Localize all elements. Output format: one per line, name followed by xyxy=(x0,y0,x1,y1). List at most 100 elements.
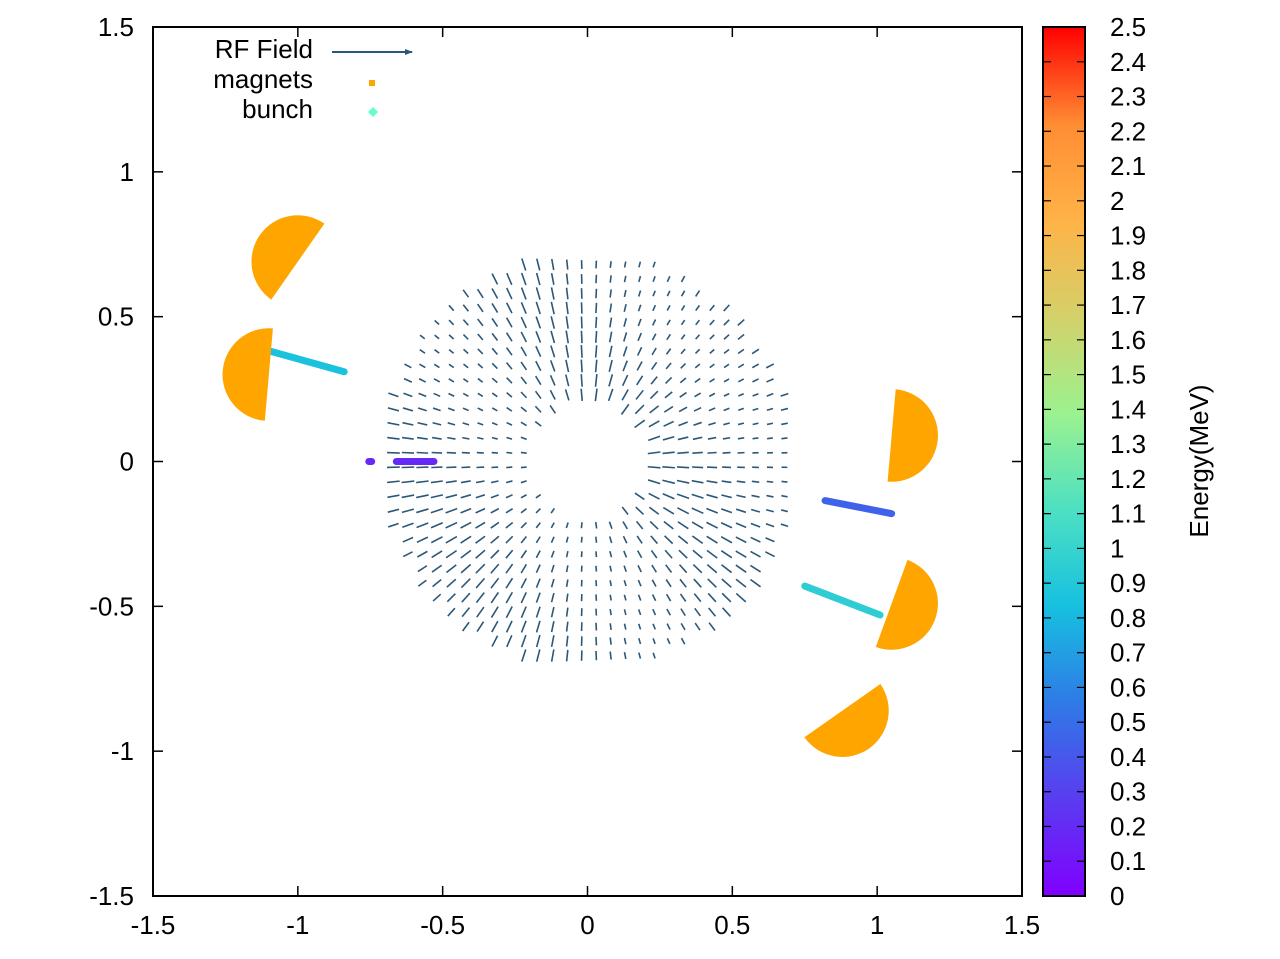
rf-field-arrow xyxy=(490,606,499,618)
rf-field-arrow xyxy=(520,376,528,385)
rf-field-arrow xyxy=(622,360,628,372)
rf-field-arrow xyxy=(505,606,513,619)
bunch-trail xyxy=(262,346,348,376)
rf-field-arrow xyxy=(505,563,514,574)
rf-field-arrow xyxy=(723,407,730,412)
x-tick-label: 0 xyxy=(580,910,594,940)
rf-field-arrow xyxy=(448,348,455,354)
legend-label-rf-field: RF Field xyxy=(215,34,313,64)
rf-field-arrow xyxy=(505,535,514,544)
rf-field-arrow xyxy=(447,407,455,412)
rf-field-arrow xyxy=(403,377,413,383)
rf-field-arrow xyxy=(609,261,612,268)
y-tick-label: -1 xyxy=(111,736,134,766)
rf-field-arrow xyxy=(491,288,499,299)
y-axis: 1.5 1 0.5 0 -0.5 -1 -1.5 xyxy=(89,12,1022,911)
magnet xyxy=(251,215,325,300)
colorbar-tick-label: 0 xyxy=(1110,881,1124,911)
rf-field-arrow xyxy=(535,592,541,603)
rf-field-arrow xyxy=(594,331,598,343)
rf-field-arrow xyxy=(535,550,541,559)
rf-field-arrow xyxy=(666,275,671,283)
rf-field-arrow xyxy=(387,407,400,412)
rf-field-arrow xyxy=(721,480,732,484)
rf-field-arrow xyxy=(678,564,688,574)
rf-field-arrow xyxy=(706,535,718,544)
rf-field-arrow xyxy=(419,349,426,354)
rf-field-arrow xyxy=(506,634,513,648)
rf-field-arrow xyxy=(491,620,499,633)
rf-field-arrow xyxy=(387,480,400,484)
rf-field-arrow xyxy=(534,420,542,427)
rf-field-arrow xyxy=(506,377,513,384)
colorbar-tick-label: 1 xyxy=(1110,533,1124,563)
rf-field-arrow xyxy=(447,436,456,440)
rf-field-arrow xyxy=(460,480,471,484)
rf-field-arrow xyxy=(418,378,427,383)
rf-field-arrow xyxy=(431,564,443,573)
rf-field-arrow xyxy=(723,348,730,355)
rf-field-arrow xyxy=(550,592,555,603)
rf-field-arrow xyxy=(622,521,629,530)
rf-field-arrow xyxy=(695,319,701,326)
colorbar-tick-label: 0.5 xyxy=(1110,707,1146,737)
rf-field-arrow xyxy=(460,563,472,574)
rf-field-arrow xyxy=(678,421,688,427)
rf-field-arrow xyxy=(651,347,657,356)
rf-field-arrow xyxy=(637,609,642,616)
rf-field-arrow xyxy=(446,593,456,603)
rf-field-arrow xyxy=(565,345,570,358)
rf-field-arrow xyxy=(550,621,555,633)
rf-field-arrow xyxy=(534,375,542,386)
rf-field-arrow xyxy=(564,374,570,387)
legend-diamond-icon xyxy=(368,107,378,117)
rf-field-arrow xyxy=(520,592,527,604)
rf-field-arrow xyxy=(765,537,775,543)
rf-field-arrow xyxy=(636,361,643,371)
rf-field-arrow xyxy=(565,550,569,558)
rf-field-arrow xyxy=(609,623,612,631)
rf-field-arrow xyxy=(433,392,441,398)
rf-field-arrow xyxy=(401,451,415,454)
rf-field-arrow xyxy=(565,330,570,344)
rf-field-arrow xyxy=(623,332,628,342)
rf-field-arrow xyxy=(650,361,658,371)
rf-field-arrow xyxy=(707,451,717,454)
rf-field-arrow xyxy=(445,564,457,574)
rf-field-arrow xyxy=(680,290,686,297)
rf-field-arrow xyxy=(766,422,774,426)
rf-field-arrow xyxy=(609,580,613,587)
rf-field-arrow xyxy=(462,436,470,440)
rf-field-arrow xyxy=(623,594,627,601)
rf-field-arrow xyxy=(609,608,612,616)
rf-field-arrow xyxy=(477,363,484,369)
rf-field-arrow xyxy=(652,276,656,283)
rf-field-arrow xyxy=(505,317,513,328)
rf-field-arrow xyxy=(445,549,458,559)
rf-field-arrow xyxy=(594,521,598,529)
rf-field-arrow xyxy=(737,363,745,369)
rf-field-arrow xyxy=(565,359,570,373)
rf-field-arrow xyxy=(706,521,719,529)
rf-field-arrow xyxy=(550,287,555,300)
rf-field-arrow xyxy=(417,421,428,426)
rf-field-arrow xyxy=(736,494,746,499)
y-tick-label: -0.5 xyxy=(89,591,134,621)
colorbar-tick-label: 0.2 xyxy=(1110,811,1146,841)
rf-field-arrow xyxy=(446,578,457,588)
rf-field-arrow xyxy=(752,437,759,440)
rf-field-arrow xyxy=(651,594,657,602)
colorbar-tick-label: 0.9 xyxy=(1110,568,1146,598)
rf-field-arrow xyxy=(550,578,555,588)
rf-field-arrows xyxy=(387,258,789,662)
rf-field-arrow xyxy=(607,388,614,402)
rf-field-arrow xyxy=(565,287,569,300)
rf-field-arrow xyxy=(648,420,660,428)
rf-field-arrow xyxy=(460,549,472,559)
rf-field-arrow xyxy=(535,287,541,300)
rf-field-arrow xyxy=(520,272,527,286)
rf-field-arrow xyxy=(735,578,747,588)
rf-field-arrow xyxy=(737,422,745,426)
rf-field-arrow xyxy=(448,334,455,340)
rf-field-arrow xyxy=(737,437,745,440)
